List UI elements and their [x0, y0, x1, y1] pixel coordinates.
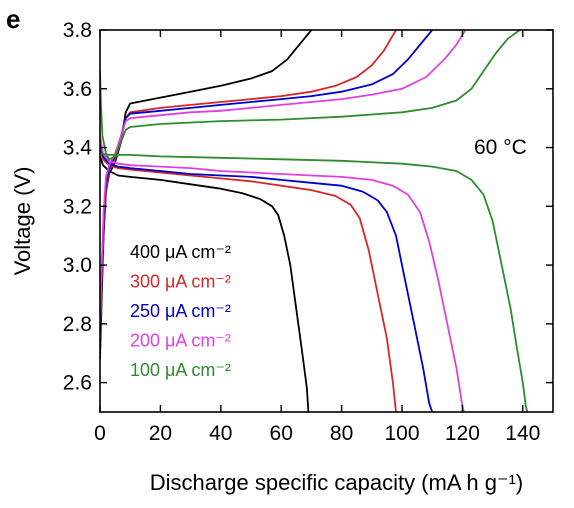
y-tick-label: 3.0	[63, 254, 92, 277]
y-tick-label: 2.8	[63, 313, 92, 336]
legend-entry-4: 100 μA cm⁻²	[130, 360, 231, 380]
series-0-discharge-line	[100, 156, 310, 412]
legend-entry-1: 300 μA cm⁻²	[130, 272, 231, 292]
legend-entry-2: 250 μA cm⁻²	[130, 301, 231, 321]
x-tick-label: 120	[445, 422, 480, 445]
series-4-discharge-line	[100, 152, 529, 412]
series-1-discharge-line	[100, 147, 397, 412]
x-tick-label: 60	[270, 422, 293, 445]
x-tick-label: 80	[330, 422, 353, 445]
x-tick-label: 140	[505, 422, 540, 445]
x-tick-label: 20	[149, 422, 172, 445]
series-4-charge-line	[100, 30, 521, 161]
y-tick-label: 3.2	[63, 195, 92, 218]
y-tick-label: 3.8	[63, 19, 92, 42]
legend-entry-3: 200 μA cm⁻²	[130, 331, 231, 351]
legend-entry-0: 400 μA cm⁻²	[130, 242, 231, 262]
legend: 400 μA cm⁻² 300 μA cm⁻² 250 μA cm⁻² 200 μA …	[130, 242, 231, 380]
x-tick-label: 0	[94, 422, 106, 445]
series-2-discharge-line	[100, 141, 434, 412]
series-2-charge-line	[100, 30, 433, 330]
y-tick-label: 3.4	[63, 137, 93, 160]
y-tick-label: 2.6	[63, 372, 92, 395]
panel-label: e	[6, 4, 20, 34]
series-3-charge-line	[100, 30, 467, 324]
plot-frame	[99, 29, 554, 413]
axis-ticks: 0 20 40 60 80 100 120 140 2.6 2.8 3.0 3.2 3.4 3.6 3.8	[63, 19, 553, 445]
y-axis-title: Voltage (V)	[10, 167, 35, 276]
x-tick-label: 40	[209, 422, 232, 445]
x-tick-label: 100	[384, 422, 419, 445]
y-tick-label: 3.6	[63, 78, 92, 101]
temperature-annotation: 60 °C	[474, 136, 527, 159]
x-axis-title: Discharge specific capacity (mA h g⁻¹)	[150, 470, 524, 495]
plot-area	[100, 30, 529, 412]
series-1-charge-line	[100, 30, 397, 339]
series-3-discharge-line	[100, 135, 465, 412]
